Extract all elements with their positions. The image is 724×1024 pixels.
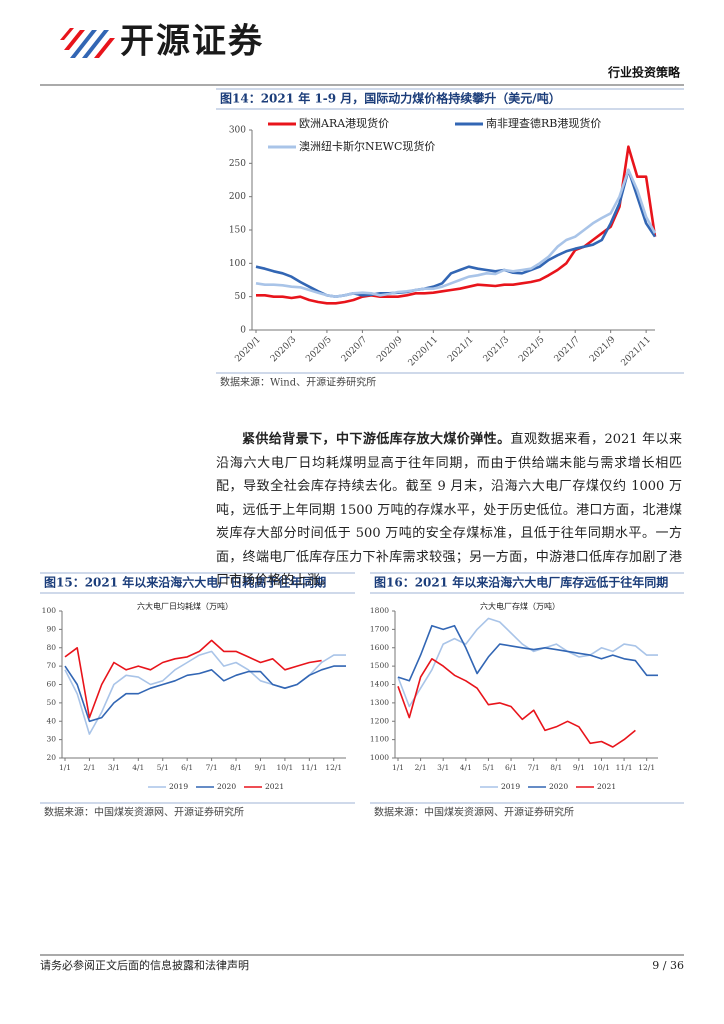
y-tick-label: 300 [229, 126, 246, 136]
source-note: 数据来源：Wind、开源证券研究所 [220, 376, 376, 389]
y-tick-label: 0 [240, 326, 246, 336]
series-line [397, 617, 658, 708]
x-tick-label: 2021/3 [482, 335, 512, 365]
y-tick-label: 80 [46, 643, 56, 652]
legend-label: 澳洲纽卡斯尔NEWC现货价 [299, 139, 435, 153]
x-tick-label: 10/1 [276, 763, 293, 772]
y-tick-label: 150 [229, 226, 246, 236]
y-tick-label: 20 [46, 753, 56, 762]
x-tick-label: 2021/5 [517, 335, 547, 365]
series-line [64, 639, 322, 719]
report-tag: 行业投资策略 [607, 65, 681, 80]
y-tick-label: 70 [46, 661, 56, 670]
legend-label: 南非理查德RB港现货价 [486, 116, 601, 130]
figure-caption: 图16：2021 年以来沿海六大电厂库存远低于往年同期 [374, 575, 668, 590]
x-tick-label: 7/1 [528, 763, 540, 772]
y-tick-label: 1800 [370, 606, 389, 615]
legend-label: 2021 [265, 782, 284, 791]
y-tick-label: 1400 [370, 680, 389, 689]
logo-text: 开源证券 [120, 22, 264, 62]
chart-subtitle: 六大电厂日均耗煤（万吨） [137, 601, 233, 611]
legend-label: 欧洲ARA港现货价 [299, 116, 389, 130]
x-tick-label: 2021/11 [620, 335, 654, 369]
x-tick-label: 5/1 [482, 763, 494, 772]
source-note: 数据来源：中国煤炭资源网、开源证券研究所 [44, 806, 244, 819]
x-tick-label: 12/1 [638, 763, 655, 772]
x-tick-label: 3/1 [108, 763, 120, 772]
x-tick-label: 7/1 [206, 763, 218, 772]
y-tick-label: 1700 [370, 624, 389, 633]
x-tick-label: 2/1 [415, 763, 427, 772]
y-tick-label: 1200 [370, 716, 389, 725]
chart-subtitle: 六大电厂存煤（万吨） [480, 601, 560, 611]
y-tick-label: 1600 [370, 643, 389, 652]
x-tick-label: 12/1 [325, 763, 342, 772]
series-line [397, 658, 636, 748]
y-tick-label: 60 [46, 680, 56, 689]
legend-label: 2019 [169, 782, 188, 791]
x-tick-label: 2020/9 [375, 335, 405, 365]
y-tick-label: 200 [229, 192, 246, 202]
y-tick-label: 90 [46, 624, 56, 633]
x-tick-label: 2021/1 [446, 335, 475, 364]
x-tick-label: 10/1 [593, 763, 610, 772]
figure-caption: 图15：2021 年以来沿海六大电厂日耗高于往年同期 [44, 575, 326, 590]
x-tick-label: 11/1 [301, 763, 318, 772]
x-tick-label: 2020/3 [269, 335, 299, 365]
paragraph-text: 直观数据来看，2021 年以来沿海六大电厂日均耗煤明显高于往年同期，而由于供给端… [216, 432, 682, 588]
x-tick-label: 8/1 [550, 763, 562, 772]
figure-caption: 图14：2021 年 1-9 月，国际动力煤价格持续攀升（美元/吨） [220, 91, 561, 106]
x-tick-label: 2/1 [83, 763, 95, 772]
y-tick-label: 50 [46, 698, 56, 707]
series-line [255, 168, 657, 298]
logo-icon [60, 28, 115, 58]
y-tick-label: 50 [235, 292, 247, 302]
legend-label: 2020 [217, 782, 236, 791]
x-tick-label: 3/1 [437, 763, 449, 772]
y-tick-label: 40 [46, 716, 56, 725]
paragraph-lead: 紧供给背景下，中下游低库存放大煤价弹性。 [242, 432, 511, 447]
y-tick-label: 1100 [370, 735, 389, 744]
series-line [255, 168, 657, 298]
legend-label: 2021 [597, 782, 616, 791]
x-tick-label: 9/1 [573, 763, 585, 772]
x-tick-label: 2020/1 [233, 335, 262, 364]
x-tick-label: 1/1 [59, 763, 71, 772]
x-tick-label: 4/1 [460, 763, 472, 772]
x-tick-label: 9/1 [254, 763, 266, 772]
series-line [256, 145, 657, 305]
y-tick-label: 30 [46, 735, 56, 744]
x-tick-label: 2020/7 [340, 335, 370, 365]
legend-label: 2020 [549, 782, 568, 791]
y-tick-label: 100 [229, 259, 246, 269]
x-tick-label: 4/1 [132, 763, 144, 772]
y-tick-label: 1500 [370, 661, 389, 670]
x-tick-label: 2021/9 [588, 335, 618, 365]
page-number: 9 / 36 [652, 959, 684, 972]
series-line [397, 624, 658, 682]
x-tick-label: 2020/11 [407, 335, 441, 369]
x-tick-label: 6/1 [181, 763, 193, 772]
x-tick-label: 1/1 [392, 763, 404, 772]
x-tick-label: 2020/5 [304, 335, 334, 365]
x-tick-label: 11/1 [616, 763, 633, 772]
x-tick-label: 8/1 [230, 763, 242, 772]
y-tick-label: 1300 [370, 698, 389, 707]
x-tick-label: 2021/7 [553, 335, 583, 365]
x-tick-label: 5/1 [157, 763, 169, 772]
paragraph: 紧供给背景下，中下游低库存放大煤价弹性。直观数据来看，2021 年以来沿海六大电… [216, 428, 682, 593]
x-tick-label: 6/1 [505, 763, 517, 772]
source-note: 数据来源：中国煤炭资源网、开源证券研究所 [374, 806, 574, 819]
y-tick-label: 250 [229, 159, 246, 169]
disclaimer: 请务必参阅正文后面的信息披露和法律声明 [40, 958, 249, 972]
y-tick-label: 1000 [370, 753, 389, 762]
legend-label: 2019 [501, 782, 520, 791]
series-line [64, 665, 346, 723]
y-tick-label: 100 [42, 606, 57, 615]
